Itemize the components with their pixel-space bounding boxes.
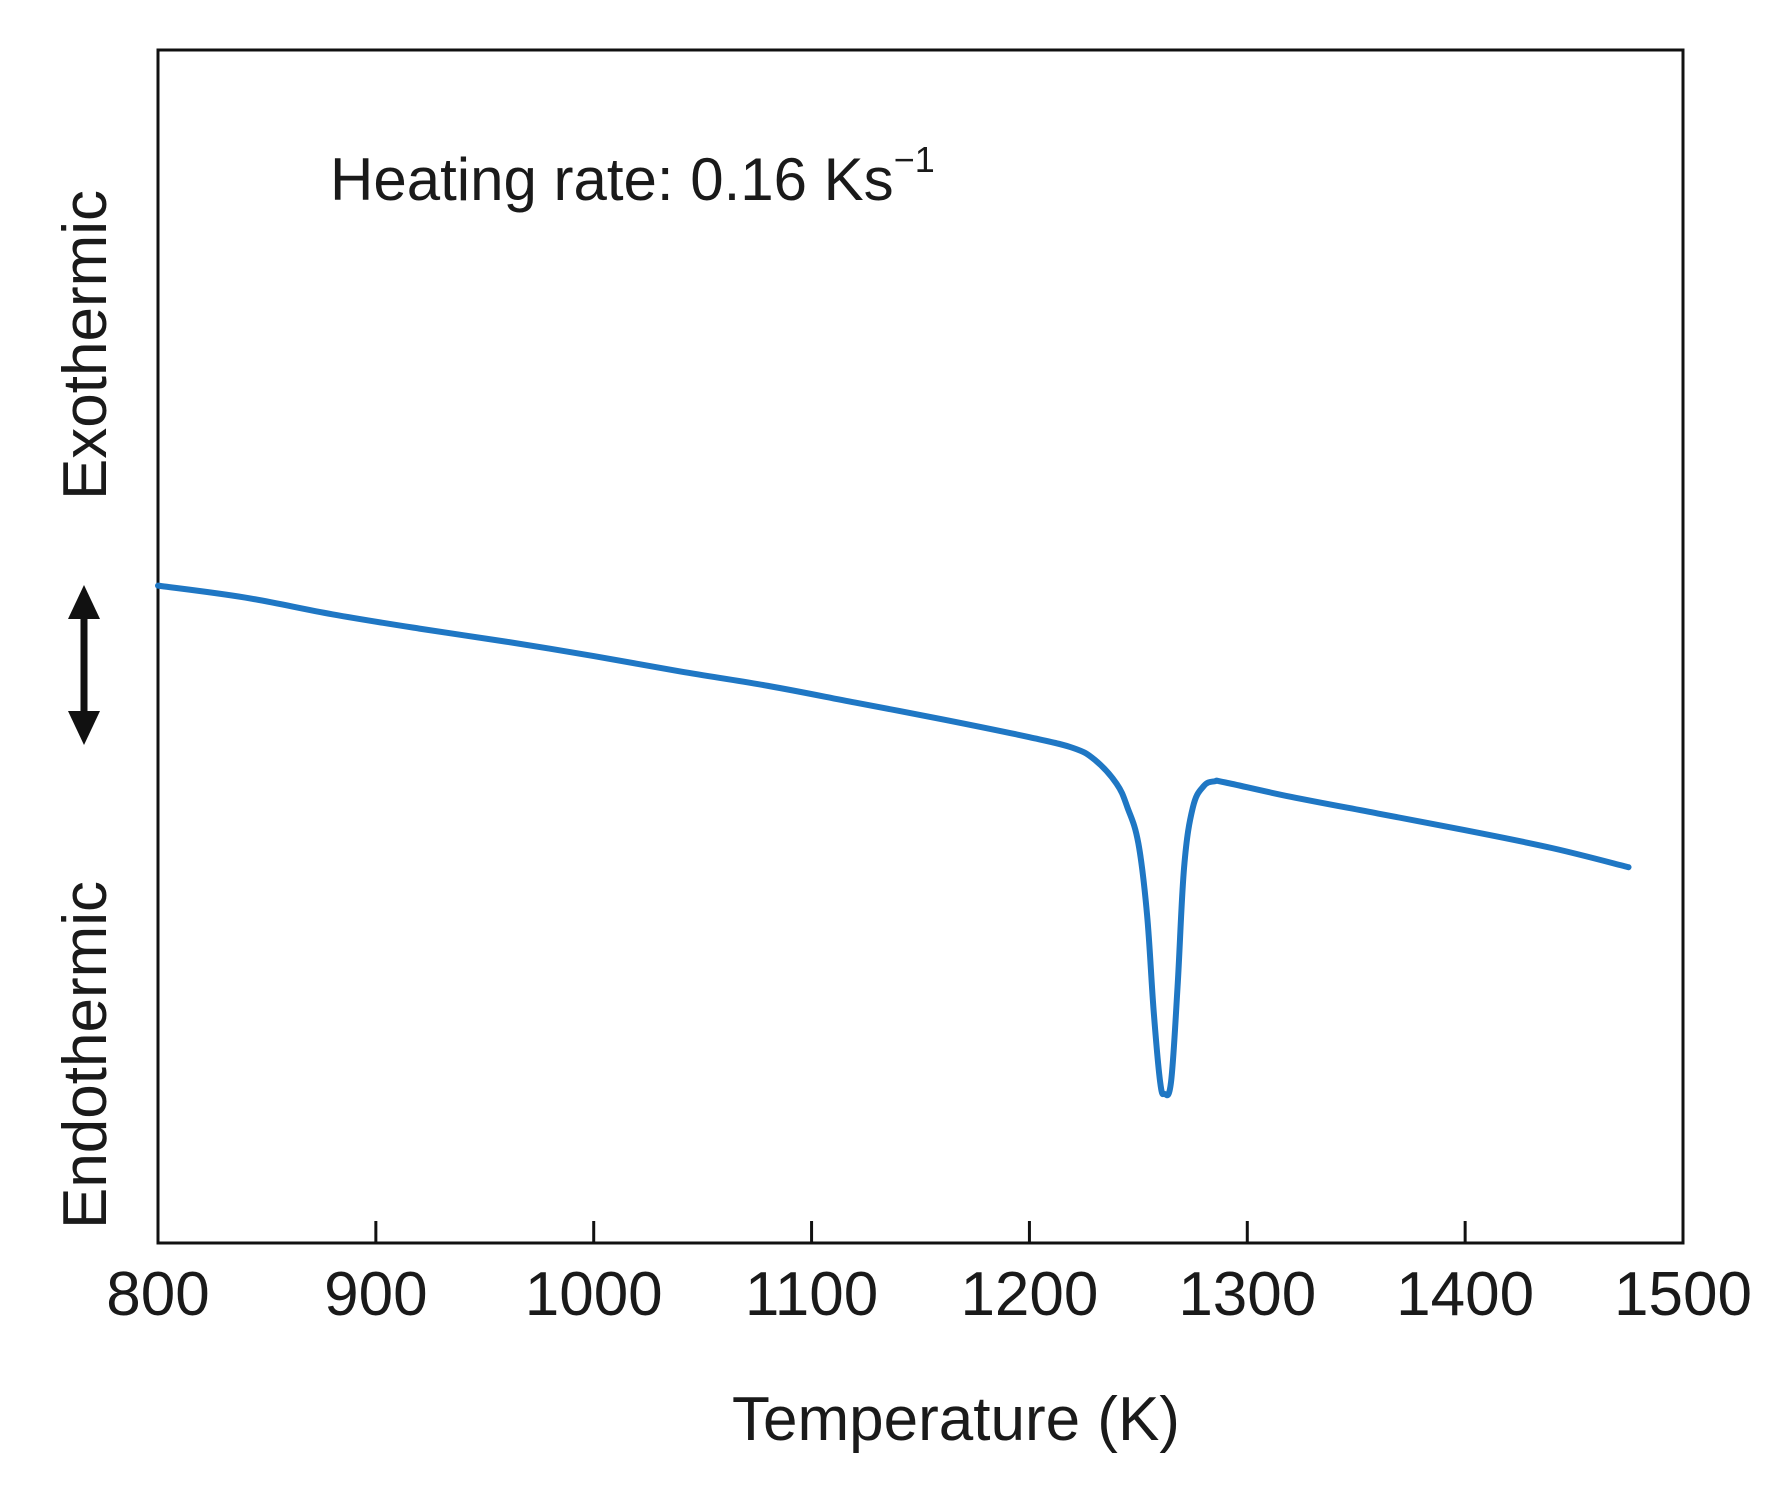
- x-tick-label: 800: [106, 1260, 209, 1329]
- x-axis-title: Temperature (K): [732, 1385, 1180, 1454]
- x-axis-ticks: 800 900 1000 1100 1200 1300 1400 1500: [106, 1221, 1752, 1329]
- y-axis-endothermic-label: Endothermic: [51, 881, 120, 1229]
- plot-area: [155, 48, 1685, 1245]
- x-tick-label: 900: [324, 1260, 427, 1329]
- y-axis-title: Endothermic Exothermic: [51, 190, 120, 1229]
- heating-rate-annotation: Heating rate: 0.16 Ks−1: [330, 139, 935, 213]
- heating-rate-superscript: −1: [894, 139, 935, 180]
- x-tick-label: 1200: [960, 1260, 1098, 1329]
- x-tick-label: 1300: [1178, 1260, 1316, 1329]
- x-tick-label: 1100: [745, 1260, 878, 1329]
- double-arrow-icon: [68, 585, 100, 745]
- y-axis-exothermic-label: Exothermic: [51, 190, 120, 500]
- series-line-0: [155, 582, 1632, 1099]
- x-tick-label: 1400: [1396, 1260, 1534, 1329]
- x-tick-label: 1000: [525, 1260, 663, 1329]
- plot-frame: [156, 48, 1685, 1245]
- heating-rate-text: Heating rate: 0.16 Ks: [330, 146, 894, 213]
- x-tick-label: 1500: [1614, 1260, 1752, 1329]
